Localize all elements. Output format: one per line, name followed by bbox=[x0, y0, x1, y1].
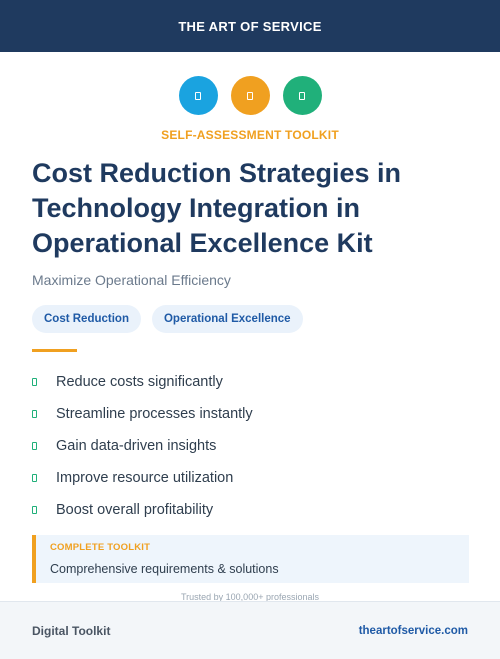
tag-list: Cost Reduction Operational Excellence bbox=[32, 305, 303, 333]
feature-list: Reduce costs significantly Streamline pr… bbox=[32, 366, 253, 526]
feature-item: Reduce costs significantly bbox=[32, 366, 253, 398]
icon-circle-orange bbox=[230, 76, 270, 115]
page-subtitle: Maximize Operational Efficiency bbox=[32, 272, 231, 288]
toolkit-description: Comprehensive requirements & solutions bbox=[50, 562, 279, 576]
brand-name: THE ART OF SERVICE bbox=[178, 18, 322, 34]
icon-circle-blue bbox=[178, 76, 218, 115]
website-link[interactable]: theartofservice.com bbox=[358, 624, 468, 637]
eyebrow-label: SELF-ASSESSMENT TOOLKIT bbox=[161, 128, 339, 142]
accent-divider bbox=[32, 349, 77, 352]
document-icon bbox=[247, 91, 253, 100]
page-title: Cost Reduction Strategies in Technology … bbox=[32, 158, 402, 258]
check-icon bbox=[32, 506, 37, 514]
icon-circle-green bbox=[282, 76, 322, 115]
trusted-note: Trusted by 100,000+ professionals bbox=[180, 593, 319, 601]
toolkit-callout: COMPLETE TOOLKIT Comprehensive requireme… bbox=[32, 535, 469, 583]
feature-text: Boost overall profitability bbox=[56, 502, 214, 518]
footer-bar: Digital Toolkit theartofservice.com bbox=[0, 601, 500, 659]
check-icon bbox=[32, 378, 37, 386]
tag-chip[interactable]: Cost Reduction bbox=[32, 305, 141, 333]
header-bar: THE ART OF SERVICE bbox=[0, 0, 500, 52]
check-icon bbox=[32, 410, 37, 418]
tag-chip[interactable]: Operational Excellence bbox=[151, 305, 303, 333]
feature-item: Boost overall profitability bbox=[32, 494, 253, 526]
check-icon bbox=[32, 442, 37, 450]
feature-text: Streamline processes instantly bbox=[56, 406, 253, 422]
feature-item: Streamline processes instantly bbox=[32, 398, 253, 430]
check-icon bbox=[32, 474, 37, 482]
toolkit-label: COMPLETE TOOLKIT bbox=[50, 542, 151, 553]
document-icon bbox=[195, 91, 201, 100]
feature-text: Improve resource utilization bbox=[56, 470, 234, 486]
document-icon bbox=[299, 91, 305, 100]
icon-row bbox=[0, 76, 500, 115]
footer-label: Digital Toolkit bbox=[32, 623, 111, 638]
feature-text: Gain data-driven insights bbox=[56, 438, 217, 454]
feature-item: Improve resource utilization bbox=[32, 462, 253, 494]
feature-text: Reduce costs significantly bbox=[56, 374, 223, 390]
feature-item: Gain data-driven insights bbox=[32, 430, 253, 462]
